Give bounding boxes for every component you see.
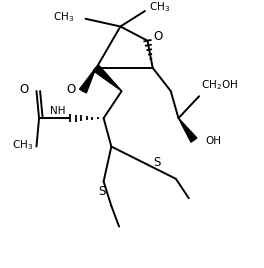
Text: O: O xyxy=(20,83,29,96)
Text: CH$_3$: CH$_3$ xyxy=(149,0,170,14)
Text: S: S xyxy=(98,185,105,198)
Polygon shape xyxy=(79,68,96,93)
Text: CH$_2$OH: CH$_2$OH xyxy=(201,79,238,92)
Polygon shape xyxy=(178,118,197,142)
Text: S: S xyxy=(154,155,161,169)
Text: NH: NH xyxy=(50,106,65,116)
Text: CH$_3$: CH$_3$ xyxy=(53,10,74,24)
Text: O: O xyxy=(154,30,163,43)
Text: OH: OH xyxy=(206,136,221,146)
Text: CH$_3$: CH$_3$ xyxy=(12,138,33,152)
Text: O: O xyxy=(66,83,75,96)
Polygon shape xyxy=(93,65,122,91)
